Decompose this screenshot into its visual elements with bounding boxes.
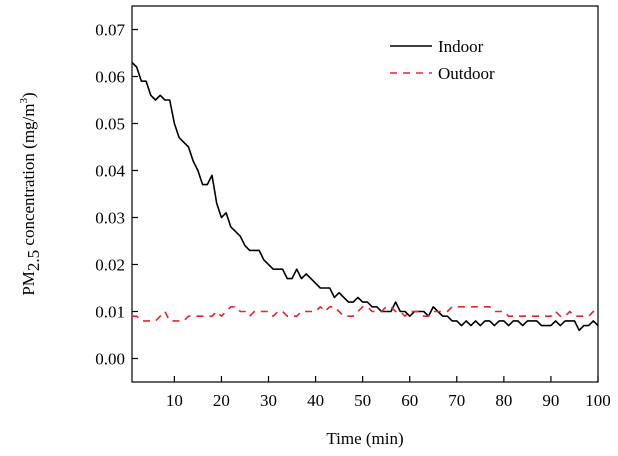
x-axis-title: Time (min): [326, 429, 403, 448]
y-tick-label: 0.01: [95, 303, 125, 322]
x-axis-ticks: 10 20 30 40 50 60 70 80 90 100: [166, 376, 611, 410]
y-tick-label: 0.06: [95, 68, 125, 87]
legend-label-outdoor: Outdoor: [438, 64, 495, 83]
x-tick-label: 10: [166, 391, 183, 410]
y-axis-title: PM2.5 concentration (mg/m3): [18, 92, 43, 295]
x-tick-label: 50: [354, 391, 371, 410]
y-axis-ticks: 0.00 0.01 0.02 0.03 0.04 0.05 0.06 0.07: [95, 21, 138, 369]
y-tick-label: 0.04: [95, 162, 125, 181]
y-tick-label: 0.03: [95, 209, 125, 228]
y-tick-label: 0.02: [95, 256, 125, 275]
x-tick-label: 60: [401, 391, 418, 410]
y-axis-title-prefix: PM: [19, 271, 38, 296]
plot-frame: [131, 5, 599, 383]
x-tick-label: 100: [585, 391, 611, 410]
y-tick-label: 0.07: [95, 21, 125, 40]
series-layer: [131, 61, 599, 332]
x-tick-label: 20: [213, 391, 230, 410]
x-tick-label: 30: [260, 391, 277, 410]
y-axis-title-subscript: 2.5: [24, 250, 43, 271]
y-tick-label: 0.05: [95, 115, 125, 134]
x-tick-label: 40: [307, 391, 324, 410]
y-axis-title-middle: concentration (mg/m: [19, 104, 38, 250]
y-axis-title-superscript: 3: [18, 98, 30, 104]
legend: Indoor Outdoor: [390, 37, 495, 83]
x-tick-label: 70: [448, 391, 465, 410]
y-axis-title-suffix: ): [19, 92, 38, 98]
x-tick-label: 80: [495, 391, 512, 410]
x-tick-label: 90: [542, 391, 559, 410]
series-line-outdoor: [132, 305, 598, 322]
y-tick-label: 0.00: [95, 350, 125, 369]
series-line-indoor: [131, 61, 599, 332]
legend-label-indoor: Indoor: [438, 37, 484, 56]
